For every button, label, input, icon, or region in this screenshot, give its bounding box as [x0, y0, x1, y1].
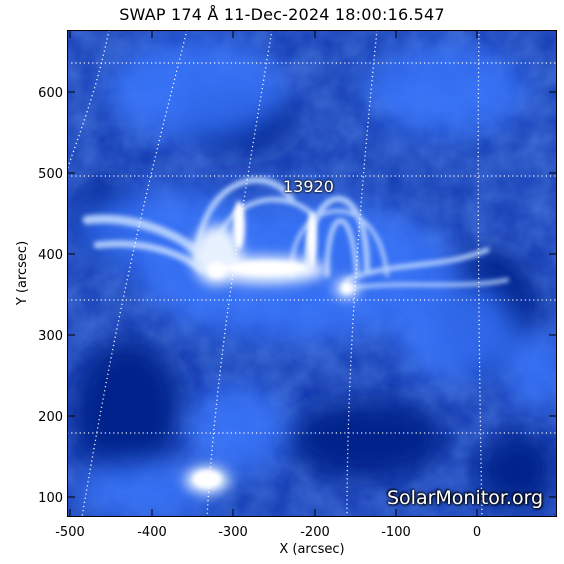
x-axis-label: X (arcsec) — [279, 542, 344, 557]
coordinate-grid — [67, 30, 557, 517]
y-tick-label: 100 — [38, 491, 63, 506]
x-tick-label: -200 — [300, 525, 330, 540]
active-region-label: 13920 — [283, 177, 334, 196]
image-title: SWAP 174 Å 11-Dec-2024 18:00:16.547 — [119, 5, 445, 24]
x-tick-label: -300 — [218, 525, 248, 540]
euv-image — [67, 30, 557, 517]
watermark: SolarMonitor.org — [387, 487, 544, 509]
y-tick-label: 500 — [38, 167, 63, 182]
y-tick-label: 400 — [38, 248, 63, 263]
y-tick-label: 300 — [38, 329, 63, 344]
solar-image — [67, 30, 557, 517]
y-axis-label: Y (arcsec) — [15, 241, 30, 306]
y-tick-label: 600 — [38, 86, 63, 101]
x-tick-label: 0 — [473, 525, 481, 540]
x-tick-label: -100 — [381, 525, 411, 540]
x-tick-label: -500 — [55, 525, 85, 540]
y-tick-label: 200 — [38, 410, 63, 425]
x-tick-label: -400 — [137, 525, 167, 540]
